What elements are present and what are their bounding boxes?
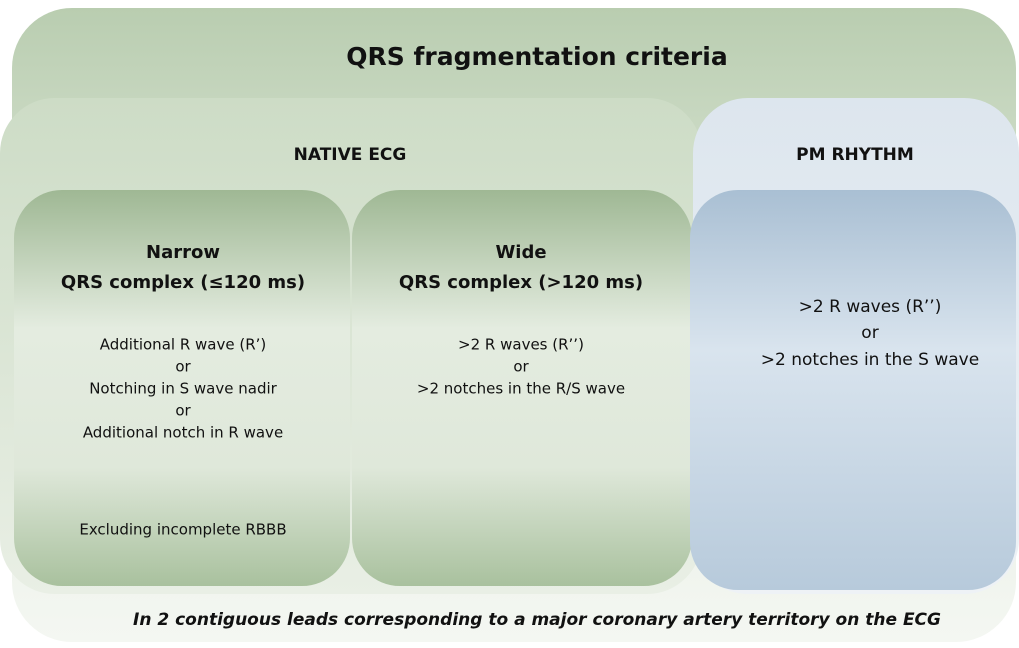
criterion: Additional notch in R wave [83, 424, 283, 442]
criterion: >2 R waves (R’’) [799, 297, 942, 317]
box-heading: QRS complex (≤120 ms) [61, 272, 305, 293]
box-heading: Narrow [146, 242, 220, 263]
criterion: >2 notches in the R/S wave [417, 380, 625, 398]
section-label: PM RHYTHM [796, 145, 914, 165]
criterion: >2 R waves (R’’) [458, 336, 584, 354]
wide-box [352, 190, 692, 586]
section-label: NATIVE ECG [294, 145, 407, 165]
criterion: or [175, 358, 191, 376]
footer: In 2 contiguous leads corresponding to a… [133, 610, 941, 630]
box-heading: QRS complex (>120 ms) [399, 272, 643, 293]
criterion: Additional R wave (R’) [100, 336, 267, 354]
criterion: >2 notches in the S wave [761, 350, 979, 370]
criterion: or [175, 402, 191, 420]
note: Excluding incomplete RBBB [79, 521, 286, 539]
narrow-box [14, 190, 350, 586]
box-heading: Wide [495, 242, 546, 263]
criterion: or [513, 358, 529, 376]
criterion: or [861, 323, 878, 343]
pm-box [690, 190, 1016, 590]
criterion: Notching in S wave nadir [89, 380, 277, 398]
title: QRS fragmentation criteria [346, 42, 727, 71]
